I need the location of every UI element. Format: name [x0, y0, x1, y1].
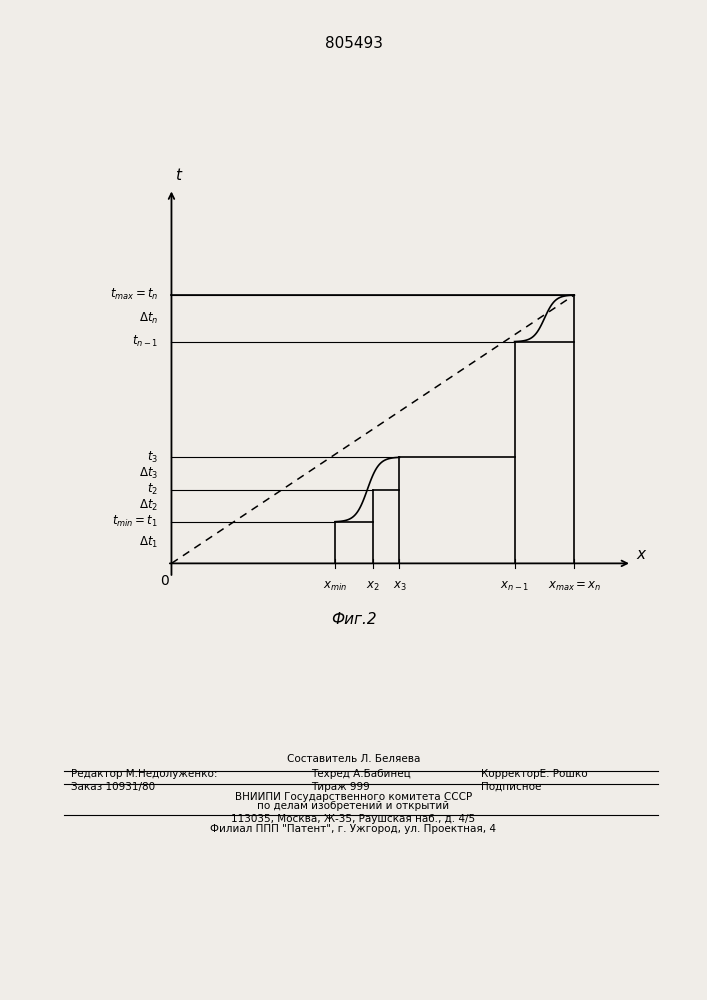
Text: ВНИИПИ Государственного комитета СССР: ВНИИПИ Государственного комитета СССР	[235, 792, 472, 802]
Text: $\Delta t_3$: $\Delta t_3$	[139, 466, 158, 481]
Text: Составитель Л. Беляева: Составитель Л. Беляева	[287, 754, 420, 764]
Text: $t_2$: $t_2$	[147, 482, 158, 497]
Text: $x_{n-1}$: $x_{n-1}$	[500, 580, 529, 593]
Text: 0: 0	[160, 574, 169, 588]
Text: по делам изобретений и открытий: по делам изобретений и открытий	[257, 801, 450, 811]
Text: $t_3$: $t_3$	[147, 450, 158, 465]
Text: КорректорЕ. Рошко: КорректорЕ. Рошко	[481, 769, 588, 779]
Text: 805493: 805493	[325, 36, 382, 51]
Text: $\Delta t_n$: $\Delta t_n$	[139, 311, 158, 326]
Text: Филиал ППП "Патент", г. Ужгород, ул. Проектная, 4: Филиал ППП "Патент", г. Ужгород, ул. Про…	[211, 824, 496, 834]
Text: $\Delta t_2$: $\Delta t_2$	[139, 498, 158, 513]
Text: Техред А.Бабинец: Техред А.Бабинец	[311, 769, 411, 779]
Text: 113035, Москва, Ж-35, Раушская наб., д. 4/5: 113035, Москва, Ж-35, Раушская наб., д. …	[231, 814, 476, 824]
Text: Тираж 999: Тираж 999	[311, 782, 370, 792]
Text: Подписное: Подписное	[481, 782, 541, 792]
Text: $t$: $t$	[175, 167, 183, 183]
Text: Заказ 10931/80: Заказ 10931/80	[71, 782, 155, 792]
Text: $\Delta t_1$: $\Delta t_1$	[139, 535, 158, 550]
Text: $t_{max}=t_n$: $t_{max}=t_n$	[110, 287, 158, 302]
Text: $t_{n-1}$: $t_{n-1}$	[132, 334, 158, 349]
Text: $x_2$: $x_2$	[366, 580, 380, 593]
Text: Редактор М.Недолуженко:: Редактор М.Недолуженко:	[71, 769, 217, 779]
Text: $x_3$: $x_3$	[392, 580, 407, 593]
Text: $x_{min}$: $x_{min}$	[323, 580, 347, 593]
Text: Фиг.2: Фиг.2	[331, 612, 376, 627]
Text: $t_{min}=t_1$: $t_{min}=t_1$	[112, 514, 158, 529]
Text: $x$: $x$	[636, 547, 648, 562]
Text: $x_{max}=x_n$: $x_{max}=x_n$	[547, 580, 601, 593]
